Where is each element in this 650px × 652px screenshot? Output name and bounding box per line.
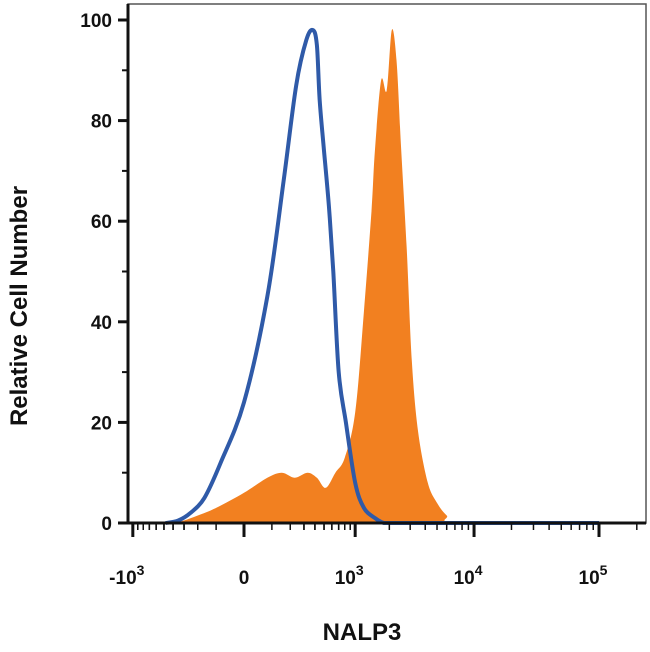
x-tick-label: 105 bbox=[579, 562, 608, 589]
x-tick-label: -103 bbox=[109, 562, 144, 589]
filled-histogram bbox=[173, 29, 599, 523]
axes bbox=[118, 3, 647, 537]
y-tick-label: 20 bbox=[91, 413, 112, 434]
x-tick-exponent: 3 bbox=[137, 562, 145, 578]
x-tick-exponent: 5 bbox=[600, 562, 608, 578]
x-tick-label: 104 bbox=[454, 562, 483, 589]
y-tick-label: 80 bbox=[91, 112, 112, 133]
y-axis-title: Relative Cell Number bbox=[6, 186, 33, 426]
x-tick-label: 0 bbox=[239, 568, 250, 589]
x-axis-title: NALP3 bbox=[323, 619, 402, 646]
plot-area bbox=[165, 27, 599, 526]
labels: 0 20 40 60 80 100 -103 0 103 104 105 bbox=[80, 11, 607, 589]
y-tick-label: 40 bbox=[91, 313, 112, 334]
y-tick-label: 100 bbox=[80, 11, 112, 32]
x-tick-exponent: 3 bbox=[356, 562, 364, 578]
x-tick-label: 103 bbox=[335, 562, 364, 589]
y-tick-label: 60 bbox=[91, 212, 112, 233]
x-tick-exponent: 4 bbox=[475, 562, 483, 578]
y-tick-label: 0 bbox=[101, 514, 112, 535]
